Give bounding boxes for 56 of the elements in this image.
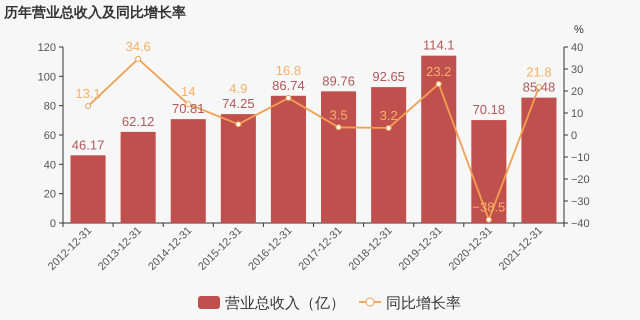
point [436,80,442,87]
bar [220,114,256,223]
data-label: 21.8 [526,64,552,80]
y2-axis-title: % [574,24,584,36]
bar [521,98,556,223]
data-label: 3.5 [330,107,348,122]
data-label: 114.1 [422,38,455,53]
bar [70,155,106,223]
bar [321,91,356,223]
y-tick-label: 80 [44,100,56,113]
bar [471,120,506,223]
chart-title: 历年营业总收入及同比增长率 [3,4,186,20]
y-tick-label: 0 [50,218,56,230]
data-label: 92.65 [372,69,405,84]
data-label: 16.8 [276,62,302,78]
y-tick-label: 60 [44,130,56,142]
y2-tick-label: 30 [571,64,584,76]
y2-tick-label: −10 [571,152,590,164]
point [285,95,292,102]
legend-label: 同比增长率 [386,295,461,312]
point [386,124,392,131]
legend-label: 营业总收入（亿） [225,295,345,312]
data-label: 4.9 [229,81,248,96]
y2-tick-label: 0 [571,130,578,142]
y2-tick-label: −40 [571,218,590,230]
point [336,124,342,130]
y-tick-label: 40 [44,159,56,172]
y-tick-label: 20 [44,188,56,201]
bar [421,56,456,223]
data-label: 23.2 [426,64,452,79]
point [486,216,492,223]
point [85,103,92,110]
y2-tick-label: 40 [571,42,584,54]
y-tick-label: 120 [38,42,56,54]
point [235,121,242,128]
bar [170,119,206,223]
bar [270,96,306,223]
data-label: 13.1 [75,86,101,102]
data-label: 74.25 [222,96,255,112]
y2-tick-label: 10 [571,108,584,120]
y2-tick-label: −30 [571,196,590,208]
y2-tick-label: −20 [571,174,590,186]
data-label: 70.18 [472,102,506,118]
data-label: 86.74 [272,78,305,93]
y-tick-label: 100 [38,71,56,84]
point [135,56,142,62]
data-label: 70.81 [172,101,205,116]
data-label: 34.6 [125,38,151,54]
bar [371,87,406,223]
data-label: 46.17 [72,137,104,152]
data-label: 62.12 [122,114,154,129]
y2-tick-label: 20 [571,86,584,98]
data-label: 14 [181,84,196,100]
bar [120,132,156,223]
data-label: 3.2 [380,108,398,123]
data-label: 89.76 [322,73,355,88]
